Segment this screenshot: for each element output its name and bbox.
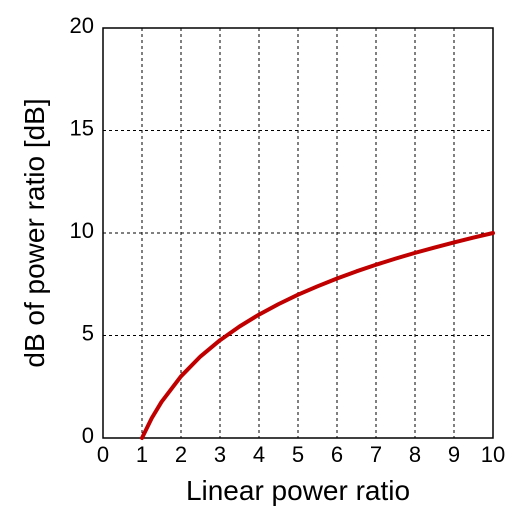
y-tick-label: 5 [82,321,94,346]
x-tick-label: 2 [175,442,187,467]
x-axis-label: Linear power ratio [186,475,410,506]
y-axis-label: dB of power ratio [dB] [19,98,50,367]
x-tick-label: 3 [214,442,226,467]
x-tick-labels: 0 1 2 3 4 5 6 7 8 9 10 [97,442,505,467]
series-layer [140,231,495,440]
x-tick-label: 6 [331,442,343,467]
y-tick-label: 15 [70,116,94,141]
series-line-0 [140,231,495,440]
x-tick-label: 5 [292,442,304,467]
grid-lines [103,28,493,438]
y-tick-label: 10 [70,218,94,243]
x-tick-label: 10 [481,442,505,467]
y-tick-labels: 0 5 10 15 20 [70,13,94,448]
x-tick-label: 1 [136,442,148,467]
x-tick-label: 7 [370,442,382,467]
x-tick-label: 8 [409,442,421,467]
x-tick-label: 4 [253,442,265,467]
y-tick-label: 20 [70,13,94,38]
x-tick-label: 0 [97,442,109,467]
y-tick-label: 0 [82,423,94,448]
x-tick-label: 9 [448,442,460,467]
